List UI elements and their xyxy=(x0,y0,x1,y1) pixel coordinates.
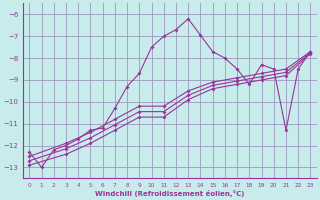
X-axis label: Windchill (Refroidissement éolien,°C): Windchill (Refroidissement éolien,°C) xyxy=(95,190,244,197)
